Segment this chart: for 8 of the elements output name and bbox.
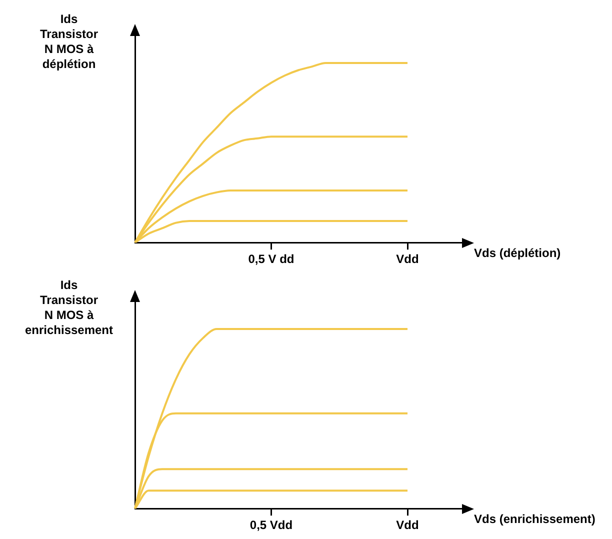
x-axis-title: Vds (enrichissement) xyxy=(474,512,596,526)
x-axis-title: Vds (déplétion) xyxy=(474,246,561,260)
x-tick-label: 0,5 V dd xyxy=(248,252,294,266)
y-axis-title: Ids Transistor N MOS à déplétion xyxy=(38,12,100,72)
x-tick-label: Vdd xyxy=(396,518,419,532)
x-tick-label: 0,5 Vdd xyxy=(250,518,293,532)
y-axis-title: Ids Transistor N MOS à enrichissement xyxy=(24,278,114,338)
x-tick-label: Vdd xyxy=(396,252,419,266)
